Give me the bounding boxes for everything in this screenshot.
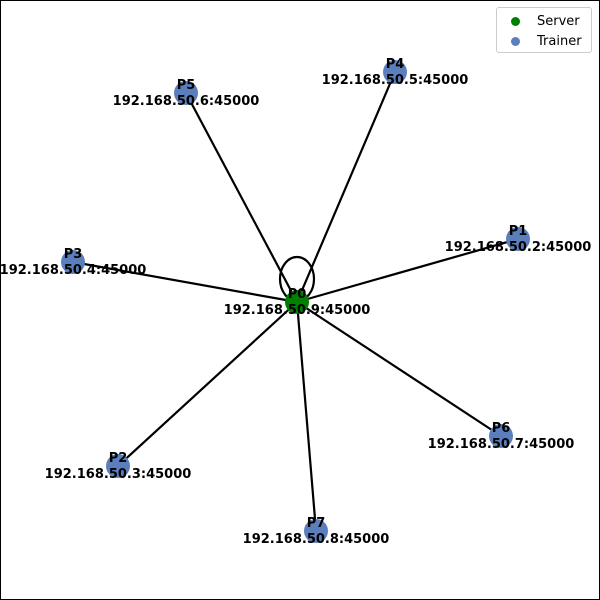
edge-p0-p4 <box>295 71 397 303</box>
node-p5 <box>174 81 198 105</box>
node-id-label-p0: P0 <box>288 287 307 302</box>
node-p1 <box>506 227 530 251</box>
nodes-layer <box>61 60 530 543</box>
legend: Server Trainer <box>496 7 592 53</box>
legend-label-server: Server <box>537 13 580 29</box>
node-address-label-p5: 192.168.50.6:45000 <box>113 94 260 109</box>
node-address-label-p7: 192.168.50.8:45000 <box>243 532 390 547</box>
node-address-label-p6: 192.168.50.7:45000 <box>428 437 575 452</box>
edge-p0-p7 <box>295 301 318 532</box>
node-id-label-p1: P1 <box>509 224 528 239</box>
edges-layer <box>72 71 519 532</box>
node-id-label-p3: P3 <box>64 247 83 262</box>
node-address-label-p4: 192.168.50.5:45000 <box>322 73 469 88</box>
edge-p0-p6 <box>296 301 502 437</box>
legend-item-server: Server <box>497 11 591 31</box>
node-p0 <box>285 290 309 314</box>
legend-marker-trainer <box>511 36 520 46</box>
node-p7 <box>304 519 328 543</box>
legend-marker-server <box>511 16 520 26</box>
edge-p0-p5 <box>185 92 298 303</box>
legend-item-trainer: Trainer <box>497 31 591 51</box>
edge-p0-p3 <box>72 260 298 304</box>
node-id-label-p7: P7 <box>307 516 326 531</box>
edge-p0-p1 <box>296 237 519 304</box>
node-p4 <box>383 60 407 84</box>
node-id-label-p6: P6 <box>492 421 511 436</box>
node-p6 <box>489 424 513 448</box>
node-id-label-p4: P4 <box>386 57 405 72</box>
node-address-label-p2: 192.168.50.3:45000 <box>45 467 192 482</box>
node-p2 <box>106 454 130 478</box>
edge-p0-p2 <box>117 301 298 467</box>
node-address-label-p3: 192.168.50.4:45000 <box>1 263 146 278</box>
node-p3 <box>61 250 85 274</box>
node-id-label-p2: P2 <box>109 451 128 466</box>
node-address-label-p1: 192.168.50.2:45000 <box>445 240 592 255</box>
legend-label-trainer: Trainer <box>537 33 582 49</box>
node-id-label-p5: P5 <box>177 78 196 93</box>
node-address-label-p0: 192.168.50.9:45000 <box>224 303 371 318</box>
